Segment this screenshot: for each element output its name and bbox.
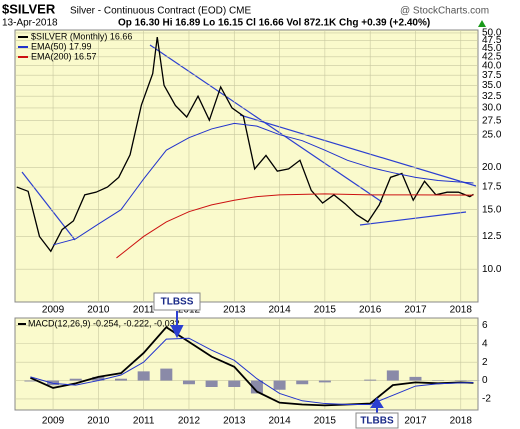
y-tick-label: 45.0 [482,43,502,54]
y-tick-label: 6 [482,320,488,331]
x-tick-label: 2017 [404,305,427,316]
x-tick-label: 2016 [359,305,382,316]
x-tick-label: 2011 [133,416,155,427]
annotation: TLBSS [161,297,194,308]
y-tick-label: 17.5 [482,182,502,193]
y-tick-label: 12.5 [482,231,502,242]
histogram-bar [92,376,105,381]
x-tick-label: 2010 [87,416,110,427]
y-tick-label: 25.0 [482,129,502,140]
x-tick-label: 2009 [42,416,65,427]
histogram-bar [115,378,128,381]
legend-label: MACD(12,26,9) -0.254, -0.222, -0.032 [28,318,180,328]
x-tick-label: 2010 [87,305,110,316]
x-tick-label: 2015 [314,416,337,427]
annotation-box [153,292,201,311]
series-line [116,193,474,259]
y-tick-label: 40.0 [482,60,502,71]
x-tick-label: 2018 [450,416,473,427]
y-tick-label: 47.5 [482,35,502,46]
trendline [359,211,467,226]
x-tick-label: 2012 [178,416,201,427]
annotation-arrow [370,397,384,413]
y-tick-label: 20.0 [482,162,502,173]
watermark: @ StockCharts.com [400,6,489,17]
histogram-bar [24,380,37,382]
date: 13-Apr-2018 [2,18,58,29]
series-line [52,122,474,246]
annotation: TLBBS [360,416,394,427]
y-tick-label: 50.0 [482,28,502,39]
macd-panel [14,317,479,411]
quote: Op 16.30 Hi 16.89 Lo 16.15 Cl 16.66 Vol … [118,18,430,29]
y-tick-label: 37.5 [482,70,502,81]
y-tick-label: 35.0 [482,80,502,91]
histogram-bar [160,368,173,381]
trendline [21,171,76,241]
y-tick-label: -2 [482,394,491,405]
histogram-bar [318,380,331,383]
y-tick-label: 4 [482,338,488,349]
histogram-bar [228,380,241,387]
y-tick-label: 2 [482,357,488,368]
symbol: $SILVER [2,1,56,16]
series-line [16,36,474,253]
x-tick-label: 2009 [42,305,65,316]
x-tick-label: 2014 [268,416,291,427]
y-tick-label: 30.0 [482,103,502,114]
histogram-bar [205,380,218,387]
x-tick-label: 2013 [223,305,246,316]
histogram-bar [182,380,195,385]
histogram-bar [364,379,377,381]
histogram-bar [250,380,263,394]
histogram-bar [386,370,399,381]
y-tick-label: 0 [482,375,488,386]
histogram-bar [69,378,82,381]
histogram-bar [273,380,286,390]
annotation-arrow [170,311,184,339]
legend-label: $SILVER (Monthly) 16.66 [31,31,132,41]
series-line [30,326,474,407]
y-tick-label: 27.5 [482,115,502,126]
x-tick-label: 2015 [314,305,337,316]
histogram-bar [296,380,309,385]
y-tick-label: 42.5 [482,51,502,62]
annotation-box [355,412,399,429]
x-tick-label: 2014 [268,305,291,316]
y-tick-label: 32.5 [482,91,502,102]
histogram-bar [409,376,422,381]
legend-label: EMA(50) 17.99 [31,41,92,51]
y-tick-label: 10.0 [482,264,502,275]
up-arrow [478,20,486,27]
description: Silver - Continuous Contract (EOD) CME [70,6,251,17]
x-tick-label: 2013 [223,416,246,427]
y-tick-label: 15.0 [482,204,502,215]
series-line [30,337,474,405]
x-tick-label: 2018 [450,305,473,316]
legend-label: EMA(200) 16.57 [31,51,97,61]
x-tick-label: 2017 [404,416,427,427]
histogram-bar [137,371,150,381]
x-tick-label: 2011 [133,305,155,316]
